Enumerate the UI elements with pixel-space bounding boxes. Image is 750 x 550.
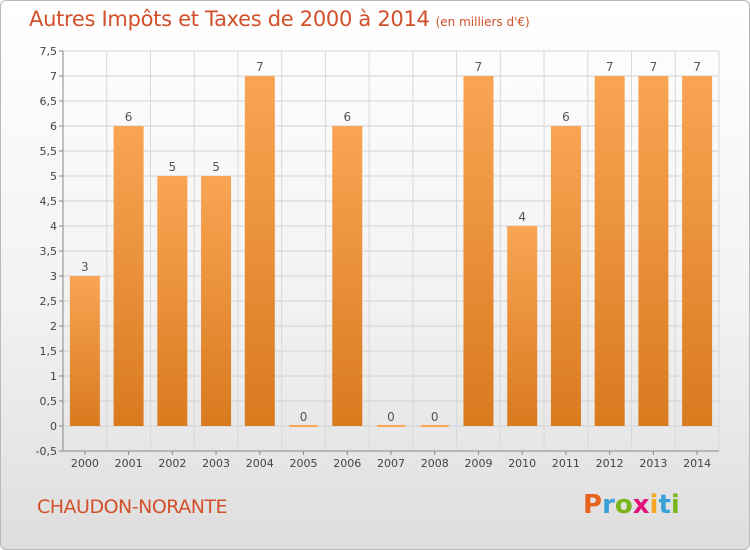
data-label-2012: 7	[606, 60, 614, 74]
x-tick-label-2009: 2009	[464, 457, 492, 470]
data-label-2007: 0	[387, 410, 395, 424]
bar-2007	[377, 425, 405, 427]
data-label-2001: 6	[125, 110, 133, 124]
data-label-2010: 4	[518, 210, 526, 224]
bar-2006	[332, 126, 363, 426]
bar-2011	[550, 126, 581, 426]
y-tick-label: 1,5	[40, 345, 58, 358]
x-tick-label-2001: 2001	[115, 457, 143, 470]
bar-2003	[201, 176, 232, 426]
data-label-2004: 7	[256, 60, 264, 74]
logo-letter: r	[602, 490, 615, 520]
x-tick-label-2010: 2010	[508, 457, 536, 470]
x-tick-label-2007: 2007	[377, 457, 405, 470]
logo-letter: i	[670, 490, 680, 520]
data-label-2005: 0	[300, 410, 308, 424]
bar-2014	[682, 76, 713, 426]
y-tick-label: 7,5	[40, 45, 58, 58]
y-tick-label: 4	[50, 220, 57, 233]
y-tick-label: 3	[50, 270, 57, 283]
data-label-2009: 7	[475, 60, 483, 74]
y-tick-label: 4,5	[40, 195, 58, 208]
data-label-2008: 0	[431, 410, 439, 424]
bar-2001	[113, 126, 144, 426]
x-tick-label-2003: 2003	[202, 457, 230, 470]
y-tick-label: 7	[50, 70, 57, 83]
y-tick-label: 2,5	[40, 295, 58, 308]
y-tick-label: 0	[50, 420, 57, 433]
bar-2004	[244, 76, 275, 426]
bar-2002	[157, 176, 188, 426]
data-label-2014: 7	[693, 60, 701, 74]
x-tick-label-2000: 2000	[71, 457, 99, 470]
y-tick-label: 5	[50, 170, 57, 183]
commune-name: CHAUDON-NORANTE	[37, 496, 228, 518]
x-tick-label-2004: 2004	[246, 457, 274, 470]
bar-2010	[507, 226, 538, 426]
x-tick-label-2013: 2013	[639, 457, 667, 470]
logo-letter: t	[658, 490, 671, 520]
logo-letter: o	[614, 490, 633, 520]
x-tick-label-2002: 2002	[158, 457, 186, 470]
bar-2013	[638, 76, 669, 426]
y-tick-label: 6,5	[40, 95, 58, 108]
bar-2005	[289, 425, 318, 427]
x-tick-label-2005: 2005	[290, 457, 318, 470]
y-tick-label: 0,5	[40, 395, 58, 408]
data-label-2003: 5	[212, 160, 220, 174]
chart-title: Autres Impôts et Taxes de 2000 à 2014 (en…	[29, 7, 530, 31]
data-label-2011: 6	[562, 110, 570, 124]
y-tick-label: -0,5	[36, 445, 57, 458]
y-tick-label: 1	[50, 370, 57, 383]
x-tick-label-2011: 2011	[552, 457, 580, 470]
x-tick-label-2006: 2006	[333, 457, 361, 470]
y-tick-label: 3,5	[40, 245, 58, 258]
x-tick-label-2012: 2012	[596, 457, 624, 470]
data-label-2002: 5	[169, 160, 177, 174]
chart-subtitle: (en milliers d'€)	[435, 15, 530, 29]
data-label-2006: 6	[343, 110, 351, 124]
bars	[69, 76, 713, 427]
logo-letter: P	[583, 490, 603, 520]
bar-2012	[594, 76, 625, 426]
logo-letter: i	[649, 490, 659, 520]
proxiti-logo: Proxiti	[583, 490, 680, 520]
y-tick-label: 6	[50, 120, 57, 133]
bar-2008	[420, 425, 449, 427]
chart-title-text: Autres Impôts et Taxes de 2000 à 2014	[29, 7, 430, 31]
data-label-2000: 3	[81, 260, 89, 274]
y-tick-label: 2	[50, 320, 57, 333]
data-labels: 3 6 5 5 7 0 6 0 0 7 4 6 7 7 7	[81, 60, 701, 424]
axes: -0,5 0 0,5 1 1,5 2 2,5 3 3,5 4 4,5 5 5,5 6 6,5 7 7,5 2000…	[36, 45, 719, 470]
x-tick-label-2014: 2014	[683, 457, 711, 470]
bar-2009	[463, 76, 494, 426]
bar-2000	[69, 276, 100, 426]
data-label-2013: 7	[650, 60, 658, 74]
y-tick-label: 5,5	[40, 145, 58, 158]
logo-letter: x	[632, 490, 650, 520]
x-tick-label-2008: 2008	[421, 457, 449, 470]
